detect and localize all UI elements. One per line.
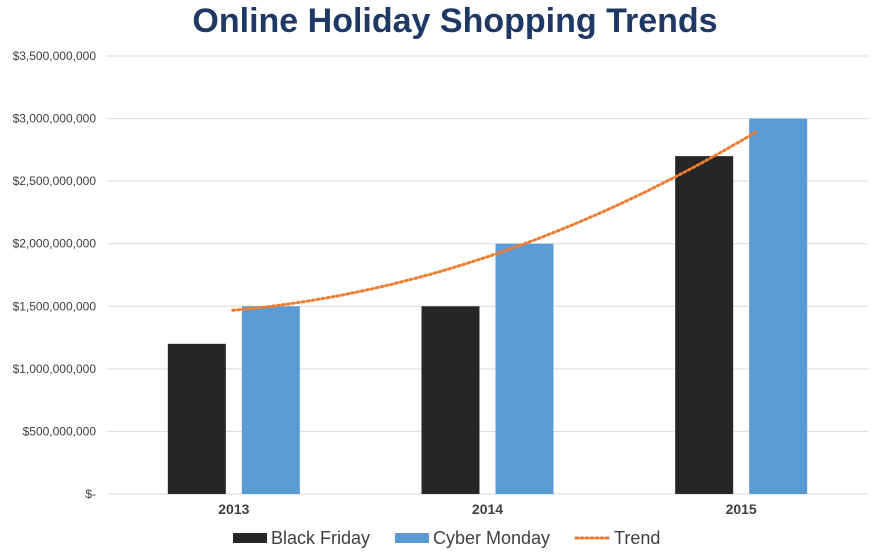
bar-black-friday-2013 [167,343,226,494]
y-tick-label: $1,500,000,000 [13,299,97,313]
y-tick-label: $500,000,000 [23,424,97,438]
legend-swatch-cyber-monday [395,533,429,543]
x-axis-category-labels: 2013 2014 2015 [218,501,757,517]
y-tick-label: $1,000,000,000 [13,362,97,376]
x-tick-label: 2013 [218,501,249,517]
legend-label-trend: Trend [614,528,660,548]
bar-cyber-monday-2013 [241,306,300,494]
legend-swatch-black-friday [233,533,267,543]
bar-black-friday-2014 [421,306,480,494]
bar-cyber-monday-2014 [495,243,554,494]
y-tick-label: $2,500,000,000 [13,174,97,188]
y-tick-label: $3,000,000,000 [13,112,97,126]
y-axis-tick-labels: $- $500,000,000 $1,000,000,000 $1,500,000,0… [13,49,97,501]
bar-cyber-monday-2015 [749,118,808,495]
legend: Black Friday Cyber Monday Trend [233,528,660,548]
bar-black-friday-2015 [675,156,734,494]
y-tick-label: $3,500,000,000 [13,49,97,63]
chart-title: Online Holiday Shopping Trends [192,2,717,40]
legend-label-black-friday: Black Friday [271,528,370,548]
trend-line [231,129,759,312]
trend-line-group [231,129,759,312]
bars [167,118,808,495]
gridlines [107,55,868,495]
y-tick-label: $2,000,000,000 [13,237,97,251]
x-tick-label: 2014 [472,501,503,517]
y-tick-label: $- [85,487,96,501]
legend-label-cyber-monday: Cyber Monday [433,528,550,548]
x-tick-label: 2015 [726,501,757,517]
